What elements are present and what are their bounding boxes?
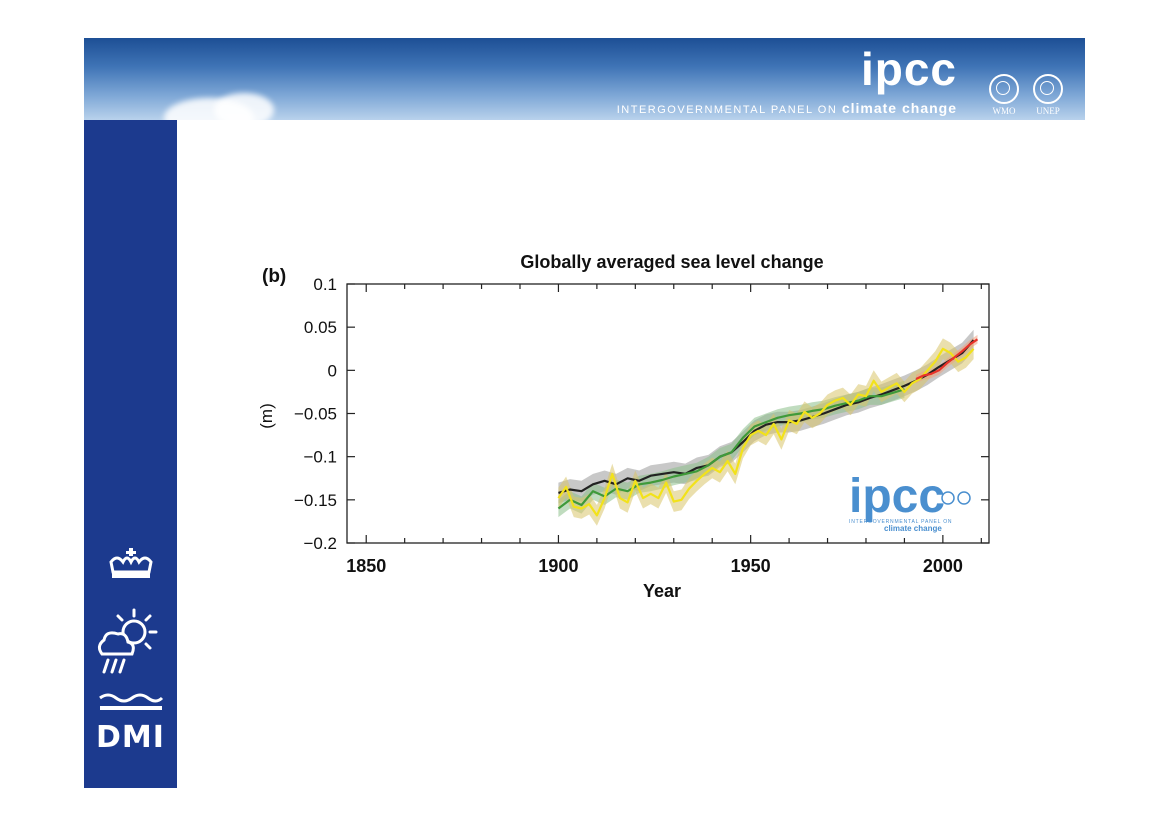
watermark-wmo-icon	[941, 491, 955, 505]
x-tick-label: 1950	[731, 556, 771, 576]
sea-level-chart: (b) Globally averaged sea level change Y…	[257, 252, 990, 601]
watermark-subtitle-emphasis: climate change	[884, 524, 942, 533]
wmo-logo: WMO	[987, 74, 1021, 116]
sidebar: DMI	[84, 120, 177, 788]
header-banner: ipcc INTERGOVERNMENTAL PANEL ON climate …	[84, 38, 1085, 120]
x-axis-label: Year	[643, 581, 681, 601]
chart-title: Globally averaged sea level change	[520, 252, 823, 272]
waves-icon	[99, 693, 164, 710]
watermark-unep-icon	[957, 491, 971, 505]
series-3-line	[915, 338, 979, 380]
x-tick-label: 2000	[923, 556, 963, 576]
wmo-emblem-icon	[989, 74, 1019, 104]
crown-icon	[109, 548, 153, 578]
series-lines	[557, 338, 979, 517]
series-2-band	[558, 338, 974, 526]
y-tick-label: 0.05	[304, 318, 337, 337]
wmo-label: WMO	[992, 106, 1016, 116]
x-tick-label: 1850	[346, 556, 386, 576]
watermark-logo-text: ipcc	[849, 470, 945, 523]
unep-logo: UNEP	[1031, 74, 1065, 116]
y-tick-label: −0.1	[303, 448, 337, 467]
dmi-brand: DMI	[96, 720, 165, 755]
ipcc-subtitle-prefix: INTERGOVERNMENTAL PANEL ON	[616, 104, 838, 116]
y-tick-label: 0	[328, 361, 337, 380]
org-logos: WMO UNEP	[987, 74, 1065, 116]
unep-emblem-icon	[1033, 74, 1063, 104]
series-2-line	[557, 347, 975, 517]
y-tick-label: 0.1	[313, 275, 337, 294]
y-tick-label: −0.15	[294, 491, 337, 510]
cloud-decoration	[214, 93, 274, 120]
y-ticks: 0.1 0.05 0 −0.05 −0.1 −0.15 −0.2	[294, 275, 989, 553]
series-0-line	[558, 339, 975, 494]
slide: ipcc INTERGOVERNMENTAL PANEL ON climate …	[84, 38, 1085, 788]
ipcc-subtitle-emphasis: climate change	[841, 100, 957, 116]
y-axis-label: (m)	[257, 403, 276, 428]
ipcc-subtitle: INTERGOVERNMENTAL PANEL ON climate chang…	[617, 100, 957, 116]
sun-cloud-rain-icon	[97, 608, 158, 674]
unep-label: UNEP	[1036, 106, 1060, 116]
y-tick-label: −0.05	[294, 405, 337, 424]
watermark-subtitle-prefix: INTERGOVERNMENTAL PANEL ON	[849, 519, 952, 525]
ipcc-watermark: ipcc INTERGOVERNMENTAL PANEL ON climate …	[849, 470, 971, 533]
y-tick-label: −0.2	[303, 534, 337, 553]
x-tick-label: 1900	[538, 556, 578, 576]
ipcc-logo: ipcc	[860, 43, 957, 95]
x-ticks: 1850 1900 1950 2000	[346, 284, 982, 576]
panel-label: (b)	[262, 266, 286, 287]
